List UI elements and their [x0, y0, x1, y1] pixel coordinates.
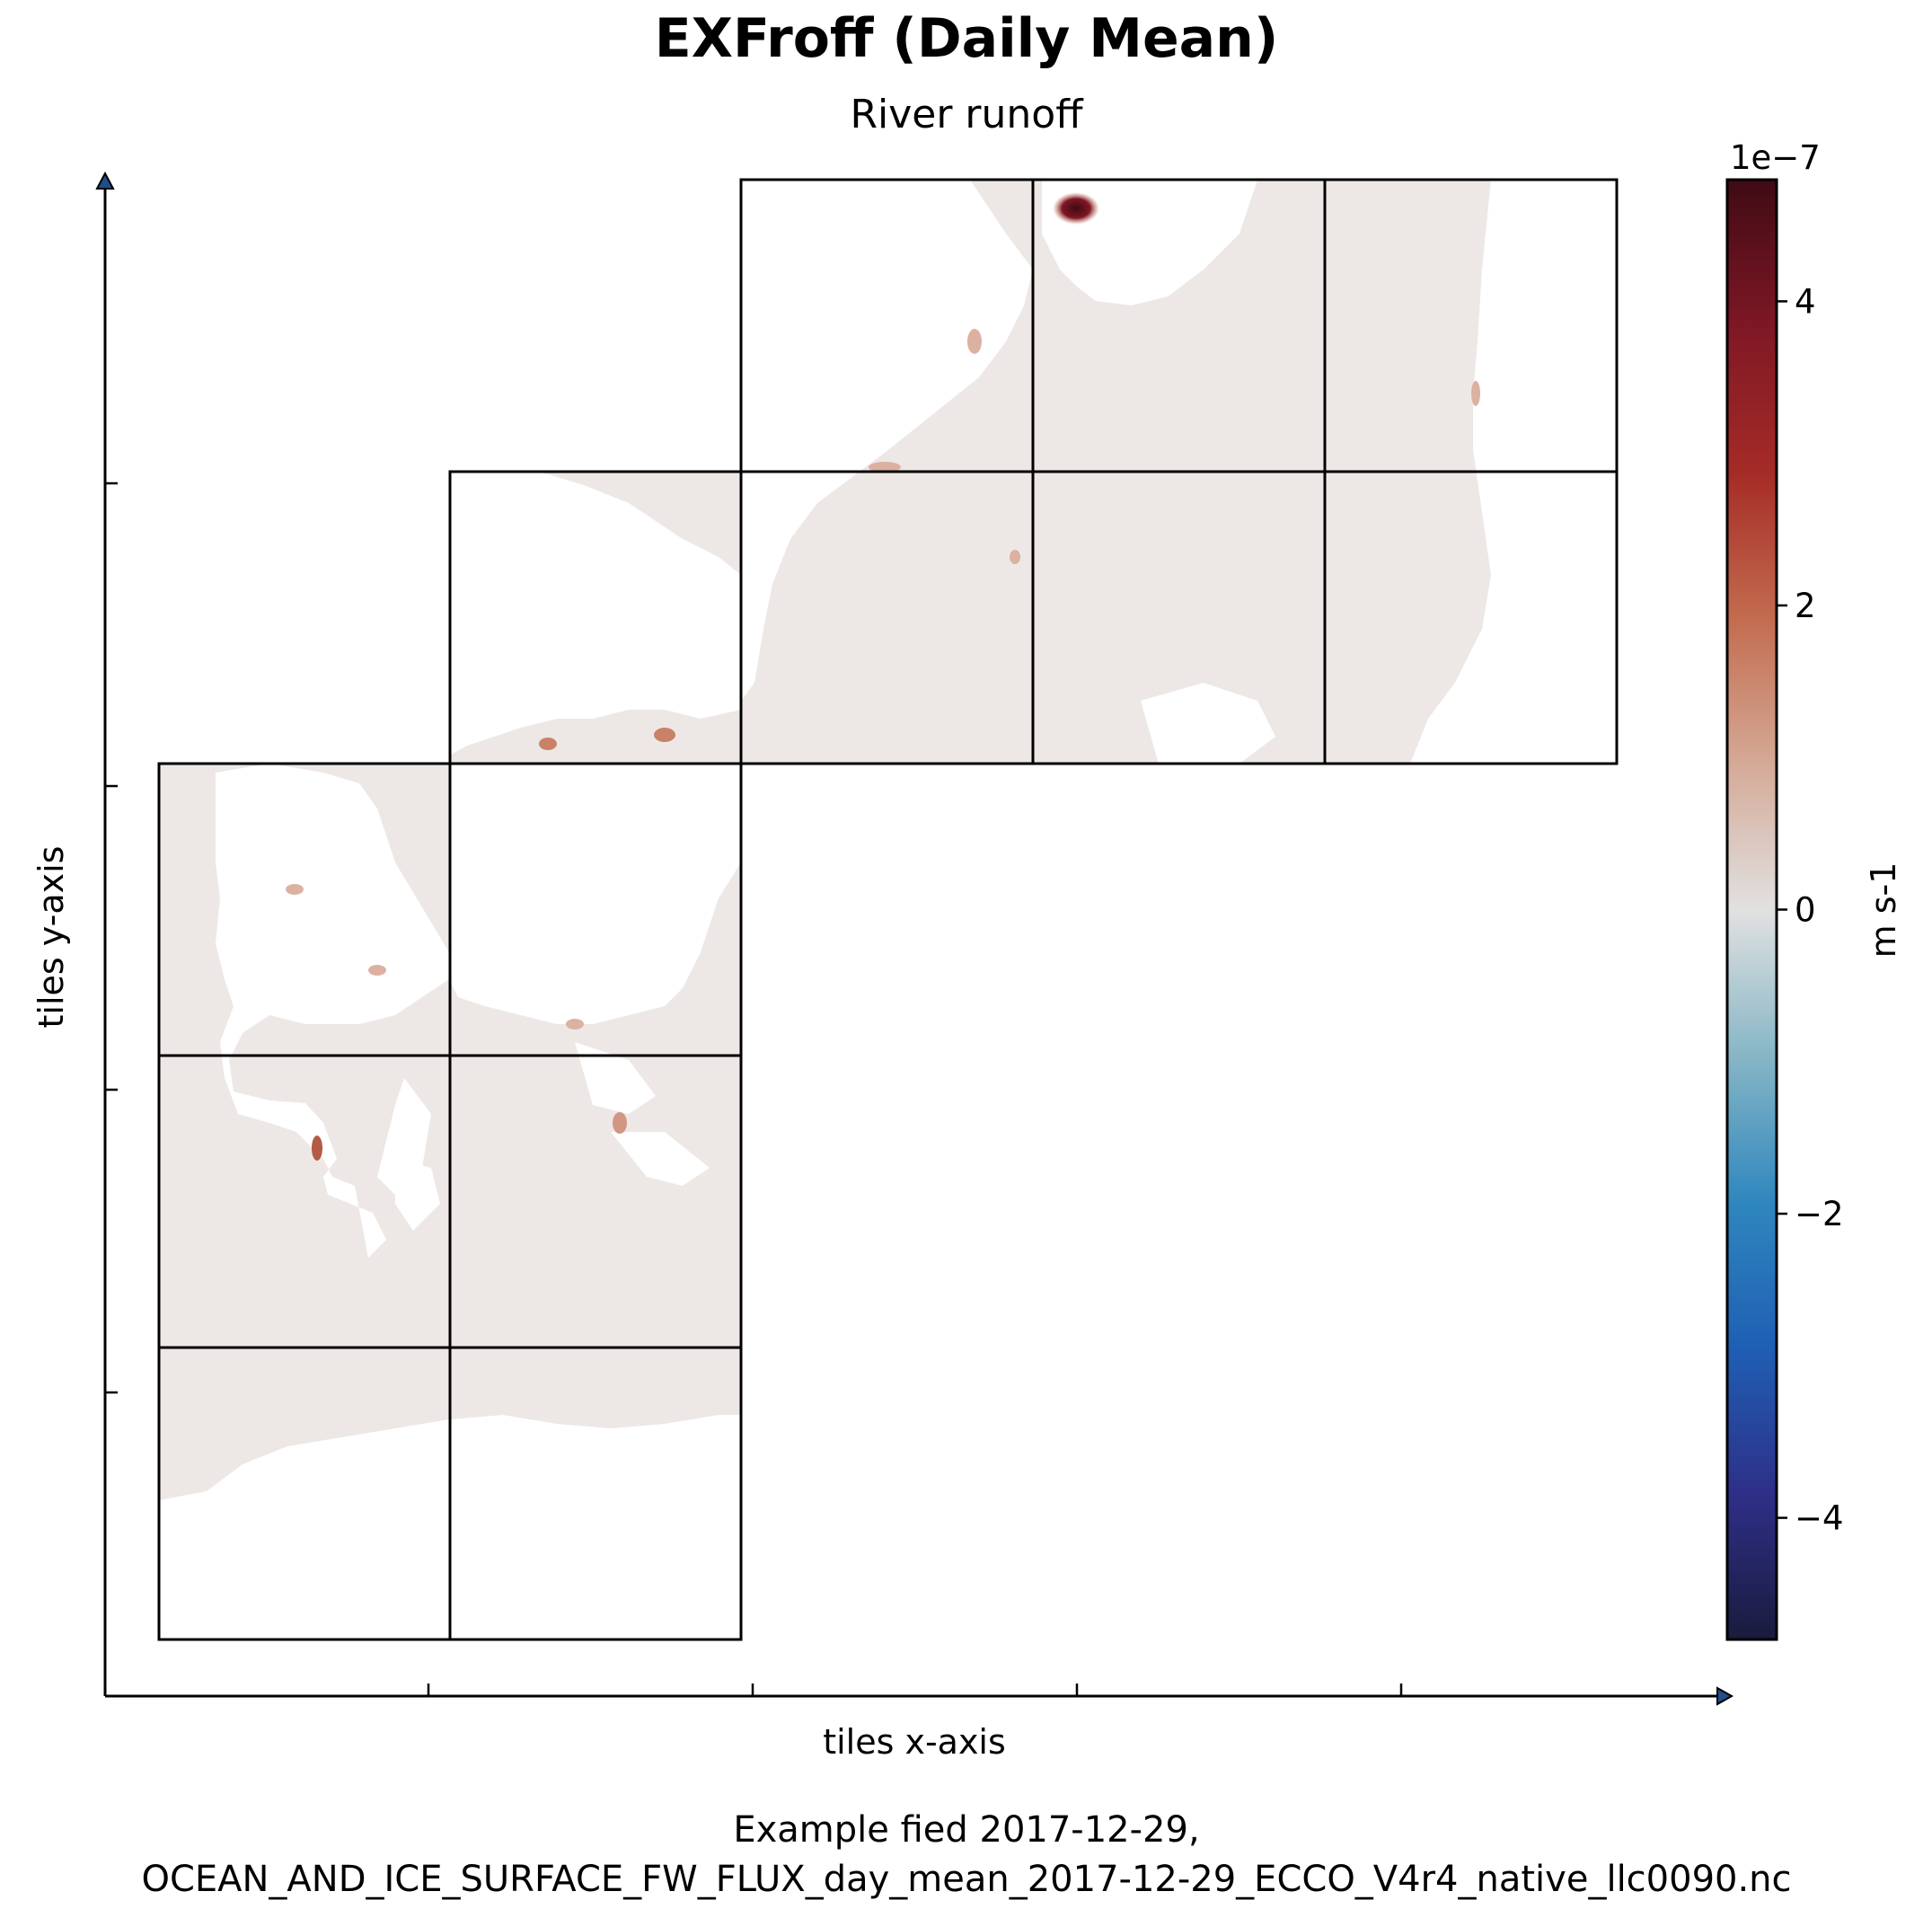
- x-ticks: [427, 1684, 1403, 1696]
- land-indonesia: [611, 1132, 710, 1186]
- hotspot-ganges: [566, 1019, 584, 1030]
- tile-borders: [157, 178, 1619, 1641]
- land-australia: [1141, 683, 1275, 764]
- hotspot-ob: [967, 329, 982, 354]
- colorbar-tick-label: 2: [1795, 587, 1816, 625]
- land-madagascar: [395, 1159, 440, 1231]
- hotspot-mid: [1010, 550, 1020, 564]
- colorbar-scale-label: 1e−7: [1730, 138, 1821, 177]
- colorbar-tick-label: 4: [1795, 282, 1816, 321]
- tile-border: [1323, 178, 1619, 473]
- y-ticks: [105, 482, 118, 1394]
- hotspot-congo: [312, 1136, 322, 1161]
- colorbar-tick-label: 0: [1795, 891, 1816, 930]
- colorbar-ticks: −4 −2 0 2 4: [1777, 282, 1844, 1538]
- tile-border: [448, 1346, 743, 1641]
- hotspot-east-pacific: [1471, 381, 1480, 406]
- hotspot-yenisei: [869, 462, 901, 473]
- axes: tiles x-axis tiles y-axis: [31, 171, 1734, 1762]
- colorbar: 1e−7 −4 −2 0 2 4 m s-1: [1725, 138, 1903, 1641]
- chart-subtitle: River runoff: [850, 92, 1084, 137]
- footer-line-2: OCEAN_AND_ICE_SURFACE_FW_FLUX_day_mean_2…: [141, 1859, 1791, 1900]
- land-greenland-canada: [741, 180, 1033, 701]
- land-north-america: [451, 472, 741, 755]
- land-africa-europe: [216, 764, 449, 1258]
- land-seasia: [575, 1042, 656, 1114]
- x-axis-arrow-icon: [1716, 1686, 1734, 1706]
- colorbar-label: m s-1: [1864, 862, 1903, 959]
- chart-title: EXFroff (Daily Mean): [655, 7, 1279, 70]
- hotspot-mississippi: [654, 728, 675, 742]
- hotspot-mekong: [613, 1112, 627, 1134]
- land-asia: [449, 764, 741, 1024]
- hotspot-nile: [368, 965, 386, 976]
- runoff-hotspots: [286, 192, 1480, 1161]
- hotspot-arctic-river: [1053, 192, 1099, 225]
- hotspot-gulf: [539, 738, 557, 750]
- y-axis-arrow-icon: [95, 171, 115, 190]
- footer-line-1: Example fied 2017-12-29,: [733, 1809, 1199, 1851]
- colorbar-bar: [1725, 178, 1778, 1641]
- x-axis-label: tiles x-axis: [823, 1722, 1006, 1762]
- y-axis-label: tiles y-axis: [31, 846, 71, 1029]
- colorbar-tick-label: −2: [1795, 1195, 1844, 1233]
- colorbar-tick-label: −4: [1795, 1499, 1844, 1538]
- hotspot-baltic: [286, 884, 304, 895]
